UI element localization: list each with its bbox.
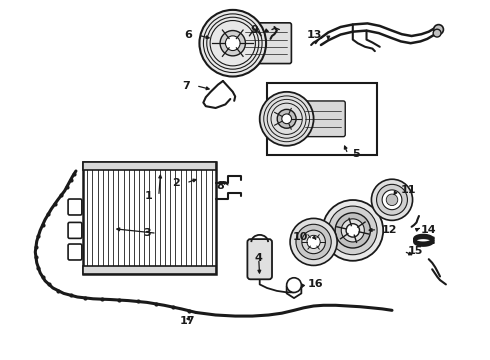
- Circle shape: [296, 224, 331, 260]
- Bar: [83, 266, 216, 274]
- Text: 14: 14: [420, 225, 436, 235]
- Circle shape: [377, 184, 408, 215]
- Circle shape: [382, 190, 402, 210]
- Text: 12: 12: [381, 225, 397, 235]
- Text: 3: 3: [143, 228, 151, 238]
- Text: 15: 15: [408, 246, 423, 256]
- Text: 1: 1: [145, 191, 153, 201]
- Text: 17: 17: [179, 316, 195, 327]
- Circle shape: [386, 194, 398, 206]
- FancyBboxPatch shape: [68, 222, 82, 238]
- FancyBboxPatch shape: [247, 239, 272, 279]
- Bar: [83, 162, 216, 170]
- Circle shape: [335, 213, 370, 248]
- Text: 8: 8: [217, 181, 224, 192]
- Circle shape: [307, 235, 320, 248]
- Text: 7: 7: [182, 81, 190, 91]
- Text: 13: 13: [307, 30, 322, 40]
- Text: 5: 5: [352, 149, 360, 159]
- Circle shape: [328, 206, 377, 255]
- Circle shape: [346, 224, 360, 237]
- Circle shape: [260, 92, 314, 146]
- Circle shape: [433, 29, 441, 37]
- Circle shape: [199, 10, 266, 77]
- Text: 11: 11: [401, 185, 416, 195]
- Text: 4: 4: [255, 253, 263, 264]
- Text: 9: 9: [251, 25, 259, 35]
- Text: 10: 10: [293, 232, 308, 242]
- Circle shape: [322, 200, 383, 261]
- Circle shape: [434, 24, 443, 35]
- Circle shape: [225, 36, 240, 50]
- Text: 6: 6: [185, 30, 193, 40]
- Text: 2: 2: [172, 178, 180, 188]
- Text: 16: 16: [308, 279, 323, 289]
- Circle shape: [220, 31, 245, 56]
- Circle shape: [302, 230, 325, 254]
- FancyBboxPatch shape: [68, 244, 82, 260]
- Circle shape: [287, 278, 301, 292]
- Bar: [83, 162, 216, 274]
- Circle shape: [341, 219, 365, 242]
- Circle shape: [277, 109, 296, 128]
- FancyBboxPatch shape: [301, 101, 345, 137]
- Circle shape: [371, 179, 413, 220]
- FancyBboxPatch shape: [241, 23, 292, 64]
- Bar: [267, 83, 377, 155]
- FancyBboxPatch shape: [68, 199, 82, 215]
- Circle shape: [282, 114, 292, 123]
- Circle shape: [290, 219, 337, 265]
